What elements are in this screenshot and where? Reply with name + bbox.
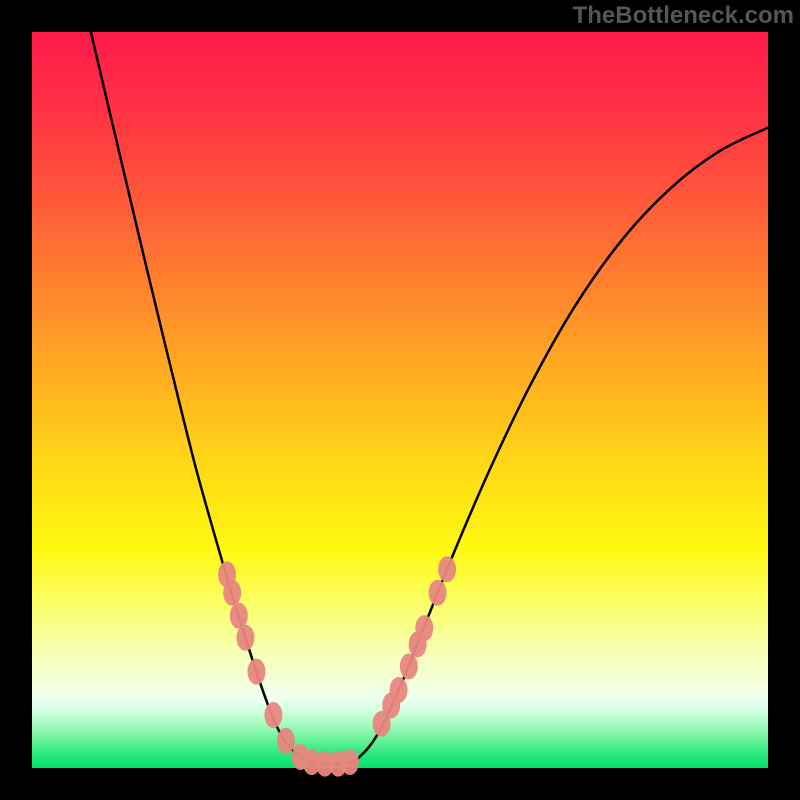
chart-root: TheBottleneck.com — [0, 0, 800, 800]
marker-point — [236, 625, 254, 651]
marker-point — [247, 659, 265, 685]
v-curve — [91, 32, 768, 764]
marker-point — [400, 653, 418, 679]
marker-point — [264, 702, 282, 728]
marker-point — [223, 580, 241, 606]
marker-point — [277, 728, 295, 754]
marker-point — [341, 749, 359, 775]
marker-point — [438, 556, 456, 582]
watermark-text: TheBottleneck.com — [573, 2, 794, 30]
plot-area — [32, 32, 768, 768]
curve-layer — [32, 32, 768, 768]
marker-point — [429, 580, 447, 606]
marker-point — [415, 615, 433, 641]
marker-point — [390, 677, 408, 703]
marker-group — [218, 556, 456, 776]
